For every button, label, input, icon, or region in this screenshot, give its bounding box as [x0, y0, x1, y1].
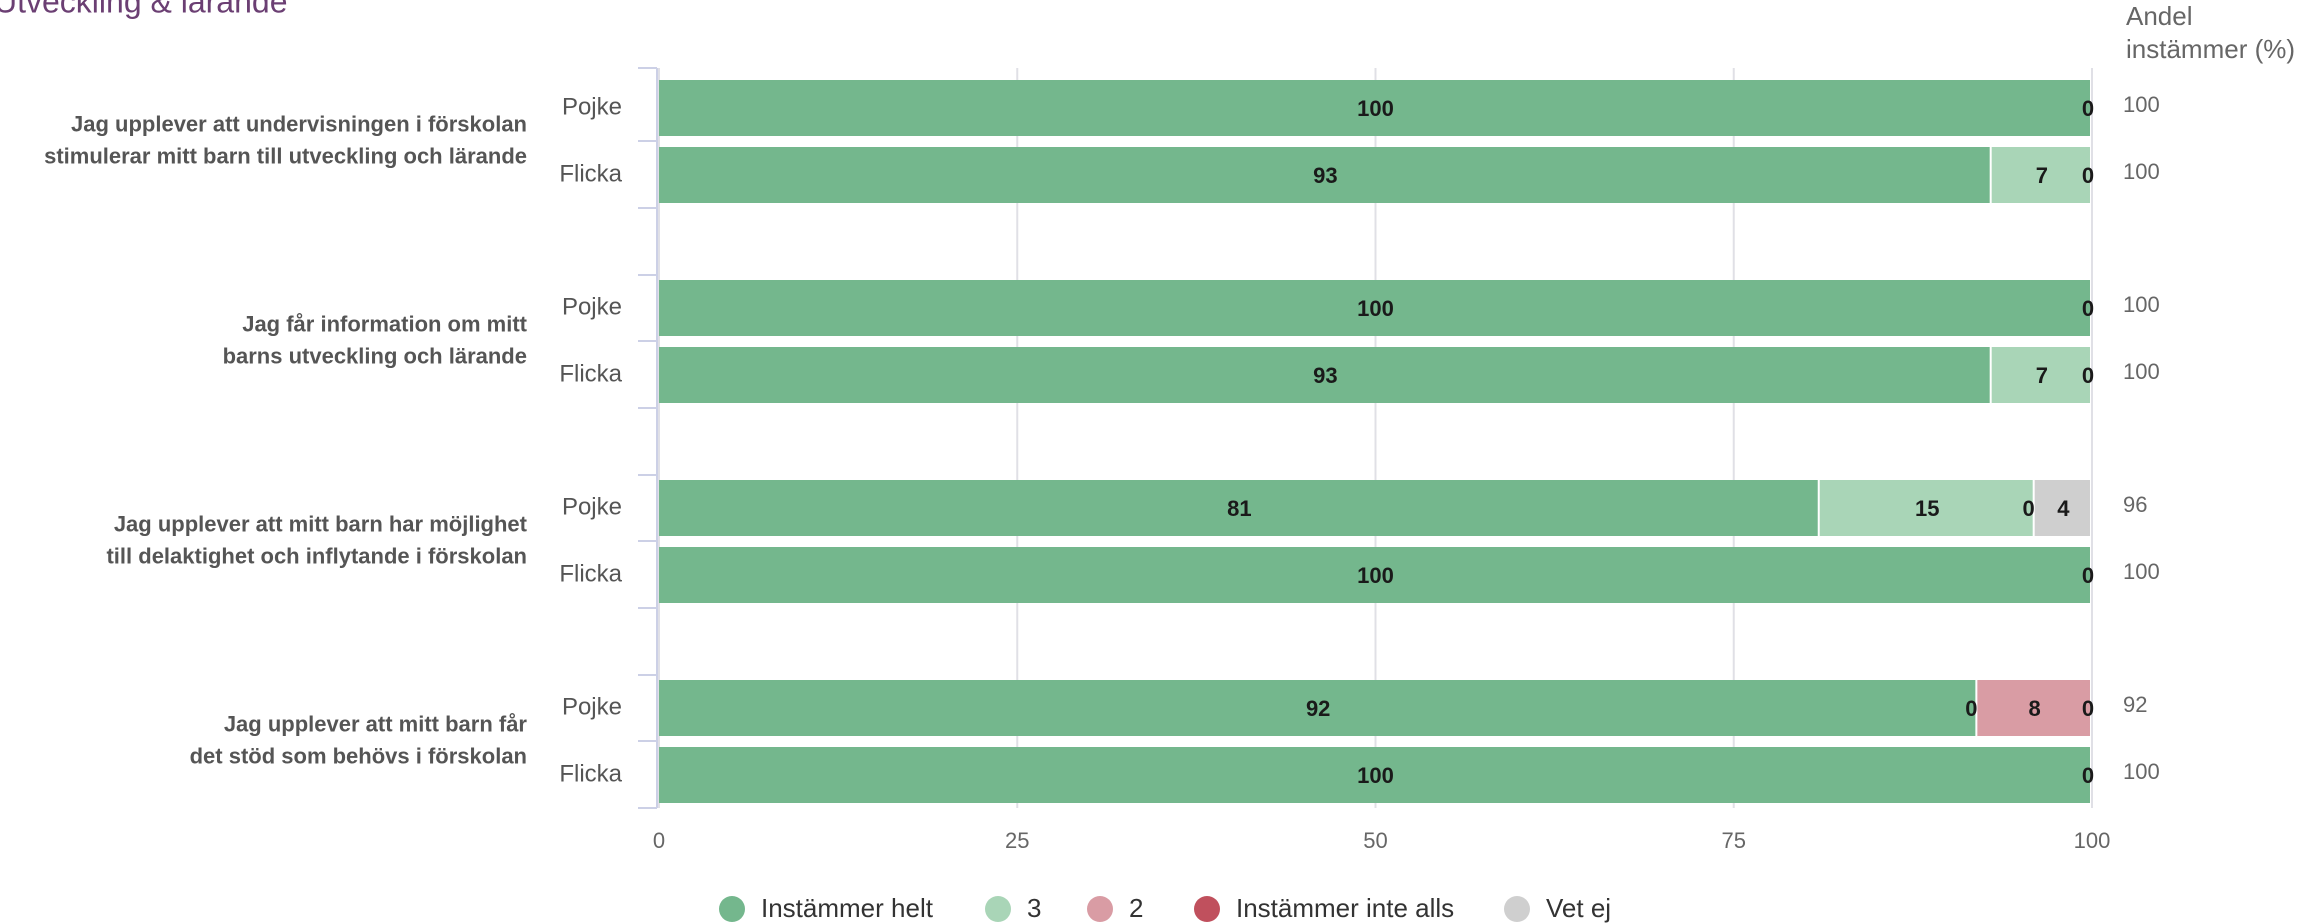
legend-label: Instämmer helt: [761, 893, 934, 923]
question-label: Jag får information om mitt: [242, 311, 527, 336]
bar-segment: [1991, 147, 2090, 203]
question-label: Jag upplever att mitt barn har möjlighet: [114, 511, 528, 536]
question-label: Jag upplever att mitt barn får: [224, 711, 528, 736]
data-label: 0: [2082, 96, 2094, 121]
agree-percent: 100: [2123, 292, 2160, 317]
question-label: till delaktighet och inflytande i försko…: [106, 543, 527, 568]
group-label: Pojke: [562, 293, 622, 320]
data-label: 7: [2036, 363, 2048, 388]
bar-segment: [659, 480, 1818, 536]
legend-label: Instämmer inte alls: [1236, 893, 1454, 923]
agree-percent: 96: [2123, 492, 2147, 517]
data-label: 0: [2082, 696, 2094, 721]
bar-segment: [659, 280, 2090, 336]
bar-segment: [659, 547, 2090, 603]
bar-segment: [2034, 480, 2090, 536]
bar-segment: [659, 347, 1990, 403]
question-label: det stöd som behövs i förskolan: [190, 743, 527, 768]
data-label: 0: [2082, 296, 2094, 321]
legend-swatch[interactable]: [1087, 896, 1113, 922]
legend-swatch[interactable]: [719, 896, 745, 922]
agree-percent: 100: [2123, 559, 2160, 584]
data-label: 100: [1357, 763, 1394, 788]
data-label: 0: [2082, 563, 2094, 588]
legend-swatch[interactable]: [1194, 896, 1220, 922]
bar-segment: [659, 80, 2090, 136]
chart-title: Utveckling & lärande: [0, 0, 287, 19]
group-label: Flicka: [559, 560, 622, 587]
agree-percent: 92: [2123, 692, 2147, 717]
data-label: 7: [2036, 163, 2048, 188]
group-label: Flicka: [559, 360, 622, 387]
legend-swatch[interactable]: [985, 896, 1011, 922]
x-tick-label: 75: [1722, 828, 1746, 853]
group-label: Pojke: [562, 693, 622, 720]
agree-percent: 100: [2123, 759, 2160, 784]
question-label: barns utveckling och lärande: [223, 343, 527, 368]
data-label: 93: [1313, 163, 1337, 188]
data-label: 81: [1227, 496, 1251, 521]
right-column-title: instämmer (%): [2126, 34, 2295, 64]
agree-percent: 100: [2123, 359, 2160, 384]
data-label: 0: [1965, 696, 1977, 721]
data-label: 15: [1915, 496, 1939, 521]
data-label: 100: [1357, 296, 1394, 321]
x-tick-label: 25: [1005, 828, 1029, 853]
x-tick-label: 50: [1363, 828, 1387, 853]
question-label: Jag upplever att undervisningen i försko…: [71, 111, 527, 136]
legend-label: 3: [1027, 893, 1041, 923]
bar-segment: [1991, 347, 2090, 403]
group-label: Flicka: [559, 160, 622, 187]
x-tick-label: 0: [653, 828, 665, 853]
legend-swatch[interactable]: [1504, 896, 1530, 922]
data-label: 0: [2082, 763, 2094, 788]
legend-label: 2: [1129, 893, 1143, 923]
legend-label: Vet ej: [1546, 893, 1611, 923]
bar-segment: [1819, 480, 2033, 536]
data-label: 0: [2082, 363, 2094, 388]
data-label: 4: [2057, 496, 2070, 521]
agree-percent: 100: [2123, 159, 2160, 184]
data-label: 92: [1306, 696, 1330, 721]
group-label: Pojke: [562, 493, 622, 520]
bar-segment: [659, 147, 1990, 203]
question-label: stimulerar mitt barn till utveckling och…: [44, 143, 527, 168]
x-tick-label: 100: [2074, 828, 2111, 853]
data-label: 0: [2023, 496, 2035, 521]
data-label: 8: [2029, 696, 2041, 721]
group-label: Flicka: [559, 760, 622, 787]
data-label: 0: [2082, 163, 2094, 188]
right-column-title: Andel: [2126, 1, 2193, 31]
agree-percent: 100: [2123, 92, 2160, 117]
data-label: 100: [1357, 96, 1394, 121]
data-label: 100: [1357, 563, 1394, 588]
bar-segment: [1977, 680, 2090, 736]
bar-segment: [659, 747, 2090, 803]
group-label: Pojke: [562, 93, 622, 120]
bar-segment: [659, 680, 1976, 736]
data-label: 93: [1313, 363, 1337, 388]
